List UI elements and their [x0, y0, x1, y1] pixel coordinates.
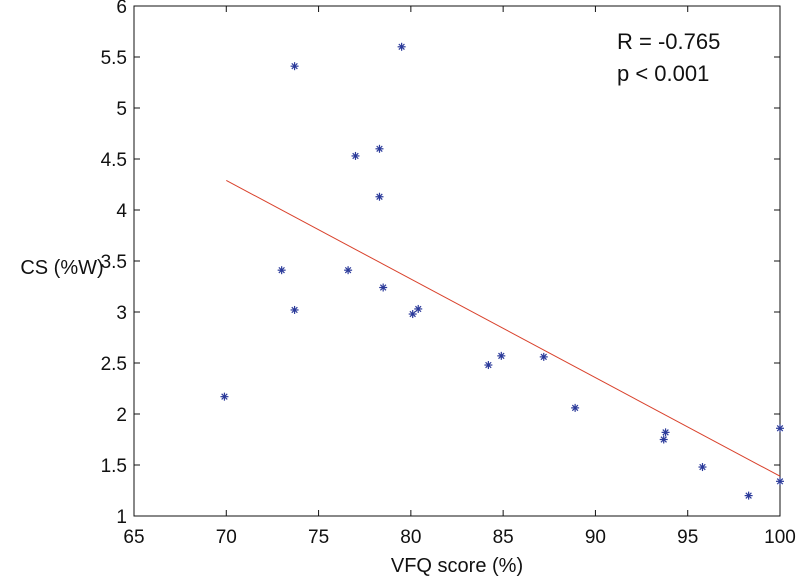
data-point-20 [776, 424, 784, 433]
data-point-15 [571, 403, 580, 412]
y-tick-label-4: 3 [116, 303, 127, 324]
data-point-13 [497, 351, 506, 360]
annotation-r: R = -0.765 [617, 29, 720, 54]
data-point-12 [484, 361, 493, 370]
data-point-21 [776, 477, 784, 486]
data-point-5 [351, 151, 360, 160]
x-tick-label-4: 85 [493, 527, 514, 548]
y-tick-label-3: 2.5 [101, 354, 127, 375]
y-tick-label-0: 1 [116, 507, 127, 528]
y-tick-label-9: 5.5 [101, 48, 127, 69]
x-tick-label-7: 100 [764, 527, 796, 548]
data-point-8 [379, 283, 388, 292]
y-tick-label-7: 4.5 [101, 150, 127, 171]
y-tick-label-8: 5 [116, 99, 127, 120]
x-tick-label-2: 75 [308, 527, 329, 548]
x-tick-label-1: 70 [216, 527, 237, 548]
data-points-layer [220, 42, 784, 500]
y-tick-label-6: 4 [116, 201, 127, 222]
data-point-16 [659, 435, 668, 444]
regression-line [226, 179, 781, 477]
x-tick-labels: 65 70 75 80 85 90 95 100 [123, 527, 795, 548]
axis-ticks [133, 5, 781, 517]
data-point-0 [220, 392, 229, 401]
x-tick-label-0: 65 [123, 527, 144, 548]
data-point-14 [539, 352, 548, 361]
x-tick-label-5: 90 [585, 527, 606, 548]
data-point-19 [744, 491, 753, 500]
y-tick-label-1: 1.5 [101, 456, 127, 477]
x-axis-label: VFQ score (%) [391, 555, 523, 577]
x-tick-label-3: 80 [400, 527, 421, 548]
y-tick-labels: 1 1.5 2 2.5 3 3.5 4 4.5 5 5.5 6 [101, 0, 128, 528]
annotation-p: p < 0.001 [617, 61, 709, 86]
fit-line-layer [226, 179, 781, 477]
data-point-7 [375, 192, 384, 201]
data-point-3 [290, 62, 299, 71]
data-point-17 [661, 428, 670, 437]
data-point-11 [414, 304, 423, 313]
data-point-4 [344, 266, 353, 275]
data-point-10 [408, 310, 417, 319]
x-tick-label-6: 95 [677, 527, 698, 548]
data-point-9 [397, 42, 406, 51]
data-point-2 [290, 305, 299, 314]
data-point-1 [277, 266, 286, 275]
data-point-6 [375, 144, 384, 153]
y-tick-label-2: 2 [116, 405, 127, 426]
data-point-18 [698, 463, 707, 472]
y-tick-label-10: 6 [116, 0, 127, 18]
y-axis-label: CS (%W) [20, 257, 103, 279]
y-tick-label-5: 3.5 [101, 252, 127, 273]
